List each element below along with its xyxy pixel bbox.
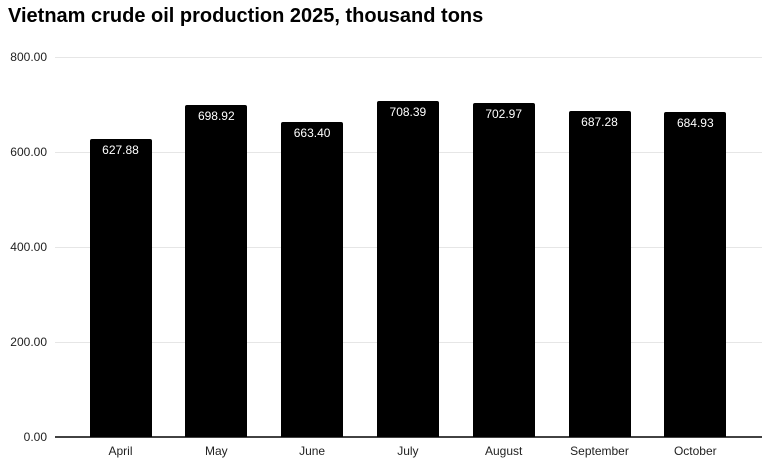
x-tick-label-april: April (108, 444, 133, 458)
x-tick-label-september: September (570, 444, 629, 458)
bar-value-label: 663.40 (293, 125, 331, 140)
bar-value-label: 708.39 (389, 104, 427, 119)
bar-august: 702.97 (472, 103, 535, 437)
bar-october: 684.93 (664, 111, 727, 437)
x-tick-label-august: August (485, 444, 523, 458)
bar-july: 708.39 (376, 100, 439, 437)
plot-area: 0.00 200.00 400.00 600.00 800.00 627.88 April 6… (10, 50, 762, 458)
bar-value-label: 684.93 (676, 115, 714, 130)
x-tick-label-may: May (204, 444, 228, 458)
y-tick-label: 600.00 (10, 145, 47, 159)
y-tick-label: 0.00 (23, 430, 47, 444)
bar-june: 663.40 (281, 121, 344, 437)
y-tick-label: 800.00 (10, 50, 47, 64)
gridline-800 (55, 57, 762, 58)
x-tick-label-june: June (299, 444, 326, 458)
y-tick-label: 400.00 (10, 240, 47, 254)
bar-value-label: 698.92 (197, 109, 235, 124)
bar-value-label: 627.88 (102, 142, 139, 157)
bar-may: 698.92 (185, 105, 248, 437)
y-tick-label: 200.00 (10, 335, 47, 349)
bar-value-label: 687.28 (581, 114, 618, 129)
x-tick-label-october: October (673, 444, 717, 458)
bar-september: 687.28 (568, 110, 631, 437)
x-axis-line (55, 436, 762, 438)
chart-title: Vietnam crude oil production 2025, thous… (8, 5, 484, 27)
bar-april: 627.88 (89, 138, 152, 437)
x-tick-label-july: July (397, 444, 419, 458)
bar-value-label: 702.97 (485, 107, 523, 122)
